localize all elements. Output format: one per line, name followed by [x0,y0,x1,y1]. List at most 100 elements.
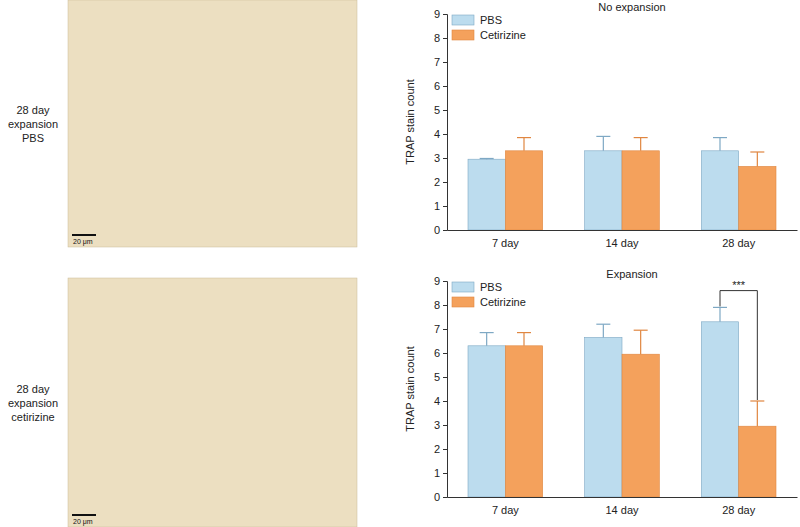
y-tick: 7 [434,323,447,335]
y-tick-mark [443,449,447,450]
legend: PBSCetirizine [452,281,526,308]
chart-title: No expansion [598,1,665,13]
error-bar [480,158,494,160]
y-tick: 4 [434,395,447,407]
y-tick-label: 3 [434,152,440,164]
y-tick-mark [443,158,447,159]
error-bar-cap [480,158,494,159]
panel-label-line: PBS [22,132,44,144]
x-tick-label: 7 day [492,504,519,516]
y-tick-mark [443,86,447,87]
x-axis: 7 day 14 day 28 day [448,497,798,516]
legend-label: PBS [480,14,502,26]
chart: 01234567897 day14 day28 dayNo expansionT… [404,1,798,249]
y-tick-label: 9 [434,8,440,20]
legend-swatch [452,297,474,307]
significance-label: *** [732,279,746,291]
error-bar-stem [486,333,487,346]
y-tick-label: 7 [434,56,440,68]
panel-label-line: expansion [8,118,58,130]
micrograph [68,278,357,527]
x-tick: 7 day [492,230,519,249]
chart-title: Expansion [606,268,657,280]
error-bar-stem [523,138,524,151]
y-tick-mark [443,497,447,498]
y-tick: 8 [434,299,447,311]
x-tick: 28 day [722,230,756,249]
error-bar-stem [719,307,720,321]
panel-label: 28 dayexpansioncetirizine [8,383,58,423]
error-bar-cap [517,332,531,333]
y-tick-mark [443,38,447,39]
scale-bar [72,514,96,516]
y-tick-label: 9 [434,275,440,287]
error-bar [517,138,531,151]
bar [468,346,505,497]
error-bar [713,307,727,321]
bar [585,151,622,230]
error-bar-stem [757,401,758,426]
y-tick-mark [443,305,447,306]
y-tick: 5 [434,104,447,116]
error-bar-stem [640,138,641,151]
bracket-drop [720,291,721,307]
bar [505,346,542,497]
y-tick-label: 7 [434,323,440,335]
bar [622,354,659,497]
panel-label-line: cetirizine [11,411,54,423]
y-axis-line [443,282,448,498]
bar [739,166,776,230]
y-tick-mark [443,377,447,378]
error-bar-cap [634,137,648,138]
x-tick: 14 day [605,497,639,516]
y-tick-mark [443,182,447,183]
legend: PBSCetirizine [452,14,526,41]
y-tick: 6 [434,80,447,92]
x-tick-label: 28 day [722,504,756,516]
legend-label: Cetirizine [480,296,526,308]
error-bar [634,138,648,151]
y-tick-mark [443,62,447,63]
y-tick-label: 4 [434,128,440,140]
panel-label-line: expansion [8,397,58,409]
x-axis-line [448,230,798,231]
scale-bar-label: 20 μm [73,238,93,246]
y-axis-title: TRAP stain count [404,346,416,431]
y-tick: 9 [434,8,447,20]
y-tick: 3 [434,152,447,164]
x-tick-label: 28 day [722,237,756,249]
y-axis-line [443,15,448,231]
y-tick-label: 1 [434,467,440,479]
y-tick-mark [443,353,447,354]
bar [701,322,738,497]
panel-label-line: 28 day [16,104,50,116]
error-bar [596,136,610,150]
y-tick-mark [443,134,447,135]
chart: 01234567897 day14 day28 dayExpansionTRAP… [404,268,798,516]
x-tick-label: 14 day [605,237,639,249]
plot-marks [468,307,776,497]
legend-swatch [452,282,474,292]
bar [622,151,659,230]
micrograph [68,0,357,247]
y-tick: 8 [434,32,447,44]
y-tick-mark [443,230,447,231]
y-tick: 6 [434,347,447,359]
scale-bar-label: 20 μm [73,518,93,526]
y-tick-label: 2 [434,443,440,455]
y-tick-label: 3 [434,419,440,431]
error-bar [517,333,531,346]
error-bar [750,152,764,166]
y-tick: 7 [434,56,447,68]
y-tick: 2 [434,443,447,455]
y-tick-label: 4 [434,395,440,407]
significance: *** [720,279,757,400]
x-tick-label: 14 day [605,504,639,516]
legend-swatch [452,15,474,25]
bar [701,151,738,230]
x-axis-line [448,497,798,498]
error-bar-stem [719,138,720,151]
y-tick-mark [443,425,447,426]
y-tick: 1 [434,467,447,479]
y-tick-mark [443,329,447,330]
